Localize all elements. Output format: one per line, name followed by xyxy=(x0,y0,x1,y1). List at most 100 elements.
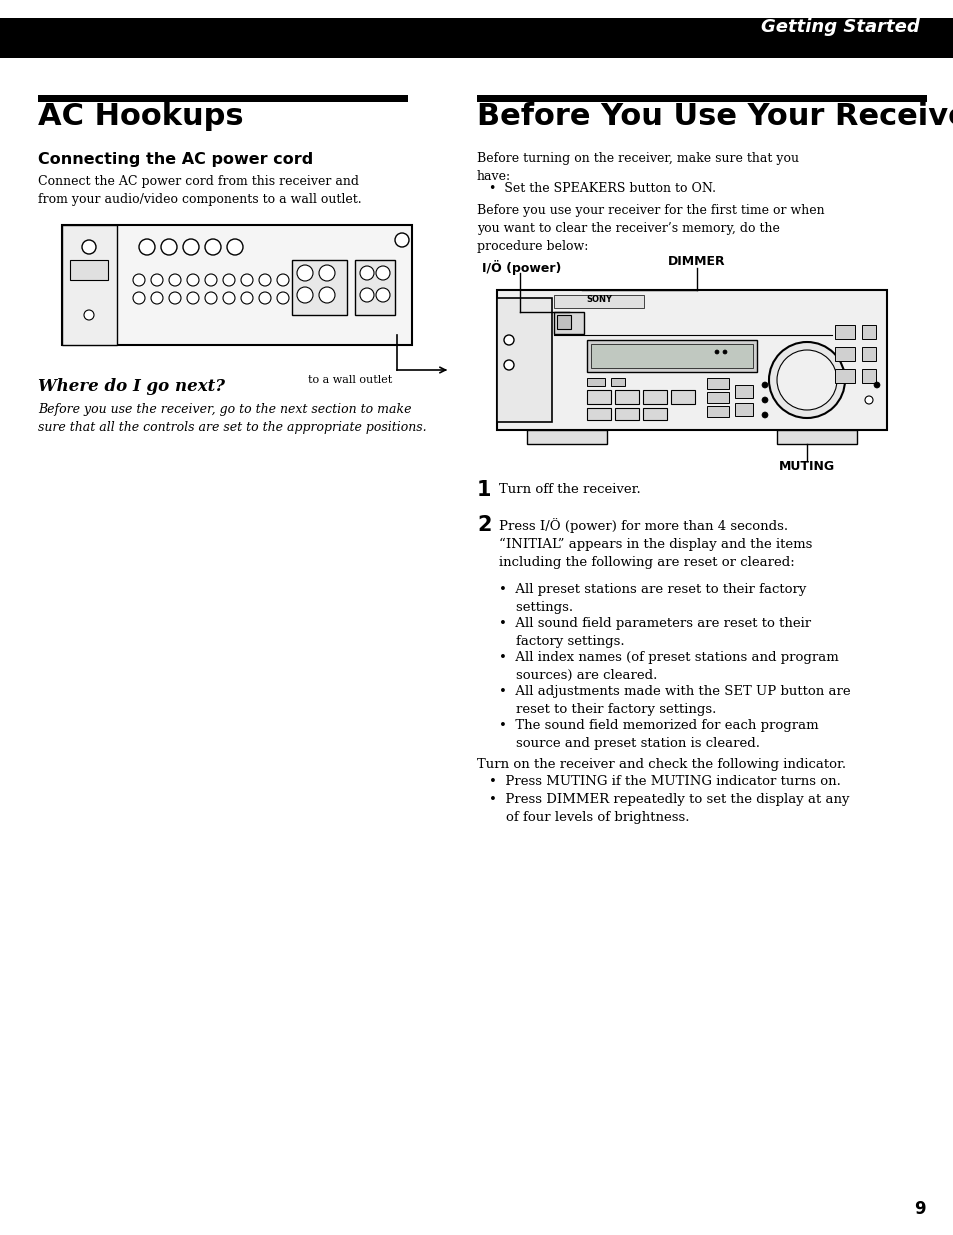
Text: •  The sound field memorized for each program
    source and preset station is c: • The sound field memorized for each pro… xyxy=(498,719,818,750)
Text: Before you use your receiver for the first time or when
you want to clear the re: Before you use your receiver for the fir… xyxy=(476,204,823,253)
Bar xyxy=(554,295,643,308)
Bar xyxy=(476,95,926,103)
Text: •  All sound field parameters are reset to their
    factory settings.: • All sound field parameters are reset t… xyxy=(498,618,810,648)
Circle shape xyxy=(183,240,199,254)
Text: Connect the AC power cord from this receiver and
from your audio/video component: Connect the AC power cord from this rece… xyxy=(38,175,361,206)
Circle shape xyxy=(84,310,94,320)
Text: I/Ö (power): I/Ö (power) xyxy=(481,261,560,275)
Bar xyxy=(586,408,610,420)
Bar xyxy=(834,369,854,383)
Bar xyxy=(834,347,854,361)
Bar xyxy=(590,345,752,368)
Bar xyxy=(557,315,571,329)
Circle shape xyxy=(258,291,271,304)
Circle shape xyxy=(205,291,216,304)
Circle shape xyxy=(395,233,409,247)
Circle shape xyxy=(132,274,145,287)
Bar xyxy=(670,390,695,404)
Bar xyxy=(292,261,347,315)
Text: DIMMER: DIMMER xyxy=(667,254,725,268)
Bar xyxy=(497,298,552,422)
Circle shape xyxy=(722,350,726,354)
Text: •  Press MUTING if the MUTING indicator turns on.: • Press MUTING if the MUTING indicator t… xyxy=(489,776,840,788)
Text: Turn off the receiver.: Turn off the receiver. xyxy=(498,483,640,496)
Bar xyxy=(834,325,854,338)
Circle shape xyxy=(205,240,221,254)
Text: MUTING: MUTING xyxy=(778,459,834,473)
Circle shape xyxy=(276,274,289,287)
Bar xyxy=(734,403,752,416)
Text: Turn on the receiver and check the following indicator.: Turn on the receiver and check the follo… xyxy=(476,758,845,771)
Bar xyxy=(642,390,666,404)
Circle shape xyxy=(223,291,234,304)
Bar xyxy=(706,406,728,417)
Circle shape xyxy=(258,274,271,287)
Circle shape xyxy=(776,350,836,410)
Circle shape xyxy=(276,291,289,304)
Circle shape xyxy=(161,240,177,254)
Bar xyxy=(62,225,117,345)
Circle shape xyxy=(241,274,253,287)
Text: SONY: SONY xyxy=(585,295,612,304)
Bar xyxy=(862,347,875,361)
Circle shape xyxy=(318,287,335,303)
Text: 2: 2 xyxy=(476,515,491,535)
Circle shape xyxy=(375,266,390,280)
Circle shape xyxy=(169,274,181,287)
Text: Before You Use Your Receiver: Before You Use Your Receiver xyxy=(476,103,953,131)
Circle shape xyxy=(187,274,199,287)
Bar xyxy=(776,430,856,445)
Circle shape xyxy=(359,266,374,280)
Circle shape xyxy=(205,274,216,287)
Circle shape xyxy=(761,396,767,403)
Bar xyxy=(355,261,395,315)
Bar xyxy=(706,391,728,403)
Text: •  All preset stations are reset to their factory
    settings.: • All preset stations are reset to their… xyxy=(498,583,805,614)
Bar xyxy=(610,378,624,387)
Bar xyxy=(62,225,412,345)
Circle shape xyxy=(864,396,872,404)
Text: Getting Started: Getting Started xyxy=(760,19,919,36)
Bar xyxy=(586,390,610,404)
Circle shape xyxy=(761,412,767,417)
Bar xyxy=(586,378,604,387)
Circle shape xyxy=(82,240,96,254)
Text: •  All adjustments made with the SET UP button are
    reset to their factory se: • All adjustments made with the SET UP b… xyxy=(498,685,850,716)
Circle shape xyxy=(873,382,879,388)
Bar xyxy=(706,378,728,389)
Circle shape xyxy=(241,291,253,304)
Circle shape xyxy=(503,359,514,370)
Circle shape xyxy=(503,335,514,345)
Circle shape xyxy=(318,266,335,282)
Bar xyxy=(38,95,408,103)
Bar xyxy=(526,430,606,445)
Text: •  Set the SPEAKERS button to ON.: • Set the SPEAKERS button to ON. xyxy=(489,182,716,195)
Bar xyxy=(642,408,666,420)
Circle shape xyxy=(296,287,313,303)
Circle shape xyxy=(151,291,163,304)
Text: 9: 9 xyxy=(913,1200,924,1218)
Text: •  Press DIMMER repeatedly to set the display at any
    of four levels of brigh: • Press DIMMER repeatedly to set the dis… xyxy=(489,793,848,824)
Bar xyxy=(497,290,886,430)
Circle shape xyxy=(223,274,234,287)
Circle shape xyxy=(151,274,163,287)
Circle shape xyxy=(375,288,390,303)
Text: to a wall outlet: to a wall outlet xyxy=(308,375,392,385)
Circle shape xyxy=(359,288,374,303)
Text: Connecting the AC power cord: Connecting the AC power cord xyxy=(38,152,313,167)
Circle shape xyxy=(187,291,199,304)
Bar xyxy=(862,325,875,338)
Text: Before turning on the receiver, make sure that you
have:: Before turning on the receiver, make sur… xyxy=(476,152,799,183)
Text: Before you use the receiver, go to the next section to make
sure that all the co: Before you use the receiver, go to the n… xyxy=(38,403,426,433)
Bar xyxy=(615,408,639,420)
Text: 1: 1 xyxy=(476,480,491,500)
Circle shape xyxy=(139,240,154,254)
Bar xyxy=(586,340,757,372)
Bar xyxy=(70,261,108,280)
Bar xyxy=(615,390,639,404)
Bar xyxy=(554,312,583,333)
Circle shape xyxy=(132,291,145,304)
Text: AC Hookups: AC Hookups xyxy=(38,103,243,131)
Circle shape xyxy=(768,342,844,417)
Text: Press I/Ö (power) for more than 4 seconds.
“INITIAL” appears in the display and : Press I/Ö (power) for more than 4 second… xyxy=(498,517,812,569)
